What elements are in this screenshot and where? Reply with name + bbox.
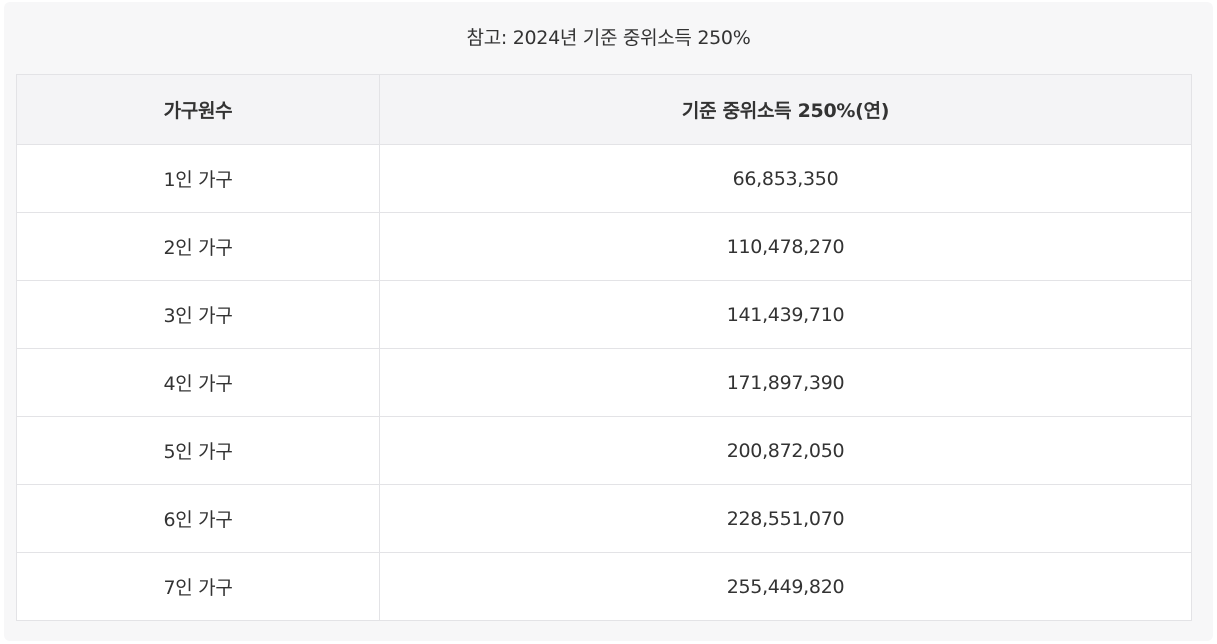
income-value-cell: 200,872,050 <box>379 416 1192 485</box>
income-value-cell: 110,478,270 <box>379 212 1192 281</box>
table-row: 5인 가구 200,872,050 <box>16 416 1192 485</box>
header-median-income: 기준 중위소득 250%(연) <box>379 74 1192 145</box>
table-row: 3인 가구 141,439,710 <box>16 280 1192 349</box>
household-size-cell: 5인 가구 <box>16 416 380 485</box>
table-row: 2인 가구 110,478,270 <box>16 212 1192 281</box>
median-income-table: 가구원수 기준 중위소득 250%(연) 1인 가구 66,853,350 2인… <box>16 74 1192 621</box>
household-size-cell: 4인 가구 <box>16 348 380 417</box>
table-row: 6인 가구 228,551,070 <box>16 484 1192 553</box>
table-row: 7인 가구 255,449,820 <box>16 552 1192 621</box>
table-caption: 참고: 2024년 기준 중위소득 250% <box>466 27 751 49</box>
header-household-size: 가구원수 <box>16 74 380 145</box>
income-value-cell: 228,551,070 <box>379 484 1192 553</box>
income-value-cell: 66,853,350 <box>379 144 1192 213</box>
income-value-cell: 255,449,820 <box>379 552 1192 621</box>
household-size-cell: 2인 가구 <box>16 212 380 281</box>
reference-panel: 참고: 2024년 기준 중위소득 250% 가구원수 기준 중위소득 250%… <box>4 2 1213 641</box>
income-value-cell: 171,897,390 <box>379 348 1192 417</box>
table-row: 4인 가구 171,897,390 <box>16 348 1192 417</box>
table-row: 1인 가구 66,853,350 <box>16 144 1192 213</box>
household-size-cell: 7인 가구 <box>16 552 380 621</box>
table-header-row: 가구원수 기준 중위소득 250%(연) <box>16 74 1192 145</box>
household-size-cell: 6인 가구 <box>16 484 380 553</box>
income-value-cell: 141,439,710 <box>379 280 1192 349</box>
household-size-cell: 1인 가구 <box>16 144 380 213</box>
household-size-cell: 3인 가구 <box>16 280 380 349</box>
